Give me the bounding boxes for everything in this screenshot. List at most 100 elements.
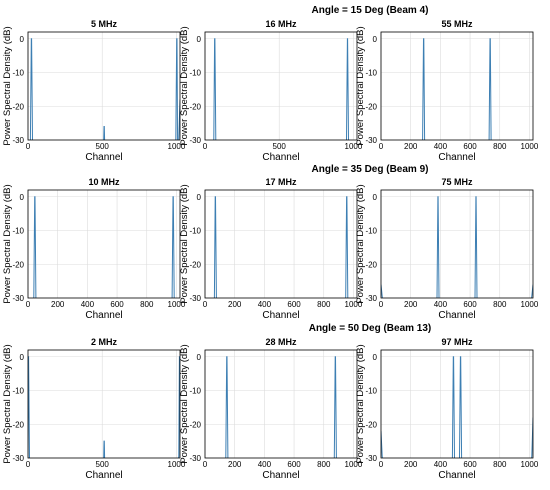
subplot-title: 2 MHz: [91, 337, 118, 347]
subplot: 0 500 1000 0 -10 -20 -30 5 MHz Channel Power Spec…: [2, 19, 186, 163]
series-line: [213, 196, 349, 298]
x-tick-label: 1000: [168, 300, 186, 309]
subplot: 0 200 400 600 800 1000 0 -10 -20 -30 10 MHz Channel…: [2, 177, 186, 321]
x-tick-label: 800: [493, 142, 507, 151]
y-tick-label: 0: [197, 35, 202, 44]
x-tick-label: 600: [287, 300, 301, 309]
y-tick-label: -20: [12, 420, 24, 429]
subplot: 0 500 1000 0 -10 -20 -30 16 MHz Channel Power Spe…: [179, 19, 363, 163]
row-title: Angle = 15 Deg (Beam 4): [312, 5, 429, 16]
x-tick-label: 0: [26, 300, 31, 309]
y-tick-label: -30: [365, 454, 377, 463]
y-tick-label: 0: [373, 35, 378, 44]
x-axis-label: Channel: [85, 470, 122, 481]
subplot: 0 200 400 600 800 1000 0 -10 -20 -30 17 MHz Channel…: [179, 177, 363, 321]
y-tick-label: -20: [365, 420, 377, 429]
x-tick-label: 200: [404, 460, 418, 469]
y-axis-label: Power Spectral Density (dB): [355, 344, 366, 463]
subplot-grid: 0 500 1000 0 -10 -20 -30 5 MHz Channel Power Spec…: [2, 19, 539, 481]
axes-box: [380, 349, 534, 459]
x-axis-label: Channel: [262, 470, 299, 481]
x-tick-label: 200: [404, 300, 418, 309]
subplot-title: 28 MHz: [265, 337, 297, 347]
subplot-title: 5 MHz: [91, 19, 118, 29]
x-tick-label: 400: [434, 460, 448, 469]
y-tick-label: 0: [20, 353, 25, 362]
x-axis-label: Channel: [438, 310, 475, 321]
y-tick-label: 0: [197, 193, 202, 202]
x-tick-label: 1000: [345, 142, 363, 151]
y-tick-label: -30: [12, 136, 24, 145]
y-axis-label: Power Spectral Density (dB): [355, 184, 366, 303]
y-tick-label: -30: [365, 136, 377, 145]
x-tick-label: 600: [463, 300, 477, 309]
row-title: Angle = 35 Deg (Beam 9): [312, 164, 429, 175]
x-tick-label: 600: [463, 142, 477, 151]
y-axis-label: Power Spectral Density (dB): [179, 184, 190, 303]
x-tick-label: 600: [110, 300, 124, 309]
axes-box: [27, 349, 181, 459]
x-axis-label: Channel: [262, 152, 299, 163]
series-line: [225, 356, 337, 458]
x-tick-label: 800: [493, 300, 507, 309]
row-title: Angle = 50 Deg (Beam 13): [309, 323, 432, 334]
y-tick-label: 0: [197, 353, 202, 362]
y-tick-label: -10: [12, 227, 24, 236]
y-tick-label: -20: [12, 102, 24, 111]
y-tick-label: -20: [365, 260, 377, 269]
y-axis-label: Power Spectral Density (dB): [2, 344, 13, 463]
x-tick-label: 600: [463, 460, 477, 469]
subplot: 0 200 400 600 800 1000 0 -10 -20 -30 75 MHz Channel…: [355, 177, 539, 321]
x-tick-label: 800: [317, 460, 331, 469]
axes-box: [27, 189, 181, 299]
subplot-title: 55 MHz: [441, 19, 473, 29]
x-tick-label: 1000: [345, 300, 363, 309]
y-tick-label: 0: [373, 353, 378, 362]
y-tick-label: -30: [12, 294, 24, 303]
y-tick-label: -10: [365, 227, 377, 236]
y-axis-label: Power Spectral Density (dB): [179, 344, 190, 463]
subplot-title: 75 MHz: [441, 177, 473, 187]
x-tick-label: 400: [81, 300, 95, 309]
y-tick-label: -30: [365, 294, 377, 303]
y-tick-label: 0: [20, 35, 25, 44]
series-line: [33, 196, 175, 298]
series-line: [28, 356, 180, 458]
y-tick-label: 0: [20, 193, 25, 202]
x-tick-label: 0: [26, 142, 31, 151]
y-tick-label: -10: [365, 387, 377, 396]
y-tick-label: 0: [373, 193, 378, 202]
y-tick-label: -10: [12, 387, 24, 396]
subplot-title: 10 MHz: [88, 177, 120, 187]
subplot-title: 16 MHz: [265, 19, 297, 29]
x-tick-label: 800: [140, 300, 154, 309]
y-tick-label: -10: [12, 69, 24, 78]
series-line: [422, 38, 492, 140]
axes-box: [204, 349, 358, 459]
y-axis-label: Power Spectral Density (dB): [179, 26, 190, 145]
axes-box: [204, 189, 358, 299]
x-tick-label: 200: [228, 300, 242, 309]
y-tick-label: -30: [189, 294, 201, 303]
y-tick-label: -20: [189, 102, 201, 111]
series-line: [213, 38, 350, 140]
x-tick-label: 1000: [521, 300, 539, 309]
subplot-title: 97 MHz: [441, 337, 473, 347]
x-tick-label: 0: [203, 460, 208, 469]
y-tick-label: -10: [365, 69, 377, 78]
x-tick-label: 600: [287, 460, 301, 469]
subplot: 0 200 400 600 800 1000 0 -10 -20 -30 55 MHz Channel…: [355, 19, 539, 163]
x-tick-label: 1000: [521, 142, 539, 151]
axes-box: [380, 189, 534, 299]
subplot: 0 200 400 600 800 1000 0 -10 -20 -30 97 MHz Channel…: [355, 337, 539, 481]
x-tick-label: 800: [493, 460, 507, 469]
subplot: 0 200 400 600 800 1000 0 -10 -20 -30 28 MHz Channel…: [179, 337, 363, 481]
x-tick-label: 800: [317, 300, 331, 309]
x-tick-label: 500: [96, 460, 110, 469]
x-tick-label: 400: [258, 460, 272, 469]
x-tick-label: 200: [228, 460, 242, 469]
x-tick-label: 1000: [521, 460, 539, 469]
